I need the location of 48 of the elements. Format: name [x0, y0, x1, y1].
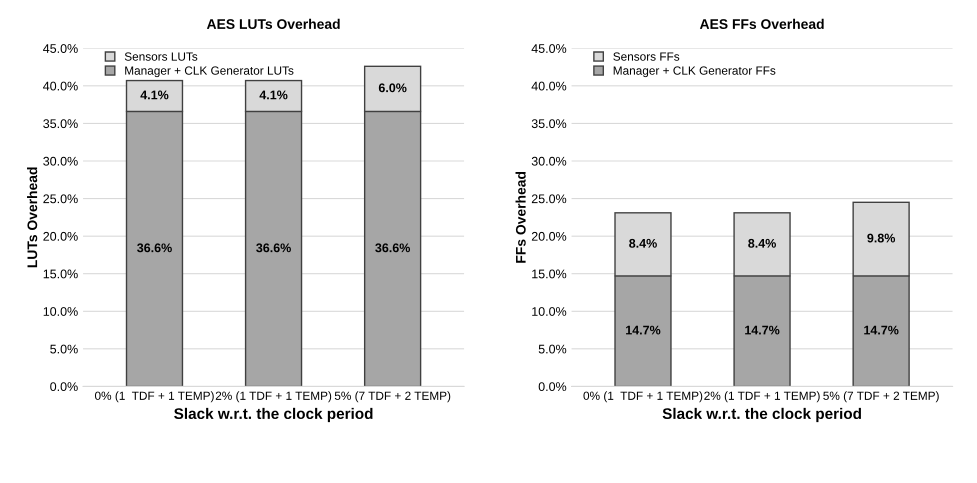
y-axis-title: FFs Overhead	[516, 172, 526, 263]
chart-title: AES LUTs Overhead	[206, 18, 340, 29]
y-tick-label: 20.0%	[43, 232, 78, 241]
y-tick-label: 0.0%	[50, 382, 78, 392]
legend-label: Sensors FFs	[613, 52, 680, 61]
data-label: 14.7%	[864, 326, 899, 335]
legend-label: Manager + CLK Generator FFs	[614, 66, 776, 78]
y-tick-label: 0.0%	[538, 382, 566, 392]
y-tick-label: 40.0%	[43, 82, 78, 91]
y-tick-label: 30.0%	[532, 156, 566, 166]
y-tick-label: 45.0%	[532, 44, 566, 53]
x-tick-label: 5% (7 TDF + 2 TEMP)	[334, 391, 450, 402]
data-label: 36.6%	[256, 243, 291, 252]
data-label: 6.0%	[378, 83, 407, 92]
y-axis-title: LUTs Overhead	[27, 167, 38, 268]
y-tick-label: 35.0%	[43, 119, 78, 128]
y-tick-label: 10.0%	[532, 307, 566, 316]
y-tick-label: 45.0%	[43, 44, 78, 53]
chart-title: AES FFs Overhead	[700, 18, 824, 29]
x-axis-title: Slack w.r.t. the clock period	[662, 408, 861, 422]
data-label: 36.6%	[375, 243, 410, 252]
y-tick-label: 15.0%	[532, 270, 566, 278]
y-tick-label: 15.0%	[44, 270, 78, 278]
y-tick-label: 10.0%	[44, 307, 78, 316]
y-tick-label: 25.0%	[43, 194, 78, 204]
x-tick-label: 5% (7 TDF + 2 TEMP)	[823, 391, 939, 402]
legend-label: Sensors LUTs	[124, 52, 198, 61]
data-label: 4.1%	[140, 90, 168, 100]
x-tick-label: 2% (1 TDF + 1 TEMP)	[704, 391, 820, 402]
data-label: 8.4%	[629, 238, 657, 248]
y-tick-label: 35.0%	[532, 119, 566, 128]
x-axis-title: Slack w.r.t. the clock period	[174, 408, 372, 422]
x-tick-label: 2% (1 TDF + 1 TEMP)	[216, 391, 332, 402]
data-label: 8.4%	[748, 238, 776, 248]
y-tick-label: 25.0%	[532, 194, 566, 204]
y-tick-label: 30.0%	[43, 156, 78, 166]
y-tick-label: 5.0%	[538, 344, 566, 354]
y-tick-label: 5.0%	[50, 344, 78, 354]
y-tick-label: 20.0%	[532, 232, 566, 241]
data-label: 14.7%	[626, 326, 660, 335]
x-tick-label: 0% (1 TDF + 1 TEMP)	[583, 391, 702, 402]
data-label: 9.8%	[867, 234, 896, 242]
y-tick-label: 40.0%	[532, 82, 566, 91]
data-label: 36.6%	[137, 243, 172, 252]
legend-label: Manager + CLK Generator LUTs	[125, 66, 294, 78]
x-tick-label: 0% (1 TDF + 1 TEMP)	[94, 391, 214, 402]
data-label: 4.1%	[260, 90, 288, 100]
data-label: 14.7%	[745, 326, 780, 335]
